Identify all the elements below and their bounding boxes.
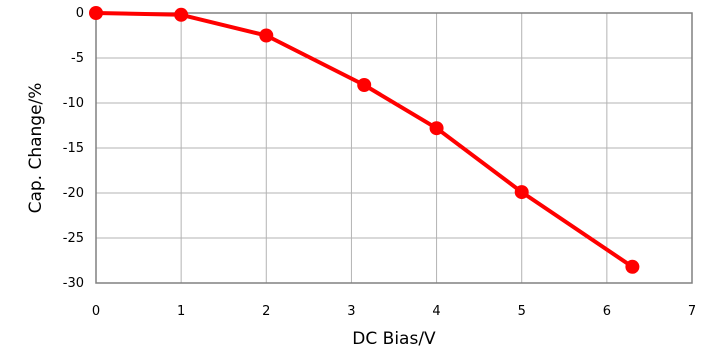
x-tick-label: 2 bbox=[262, 304, 270, 319]
x-tick-label: 0 bbox=[92, 304, 100, 319]
data-point bbox=[429, 121, 444, 136]
plot-area-frame bbox=[95, 12, 693, 284]
y-tick-label: -5 bbox=[71, 51, 84, 66]
x-tick-label: 4 bbox=[432, 304, 440, 319]
y-axis-ticks: 0 -5 -10 -15 -20 -25 -30 bbox=[63, 6, 84, 291]
y-tick-label: -20 bbox=[63, 186, 84, 201]
y-tick-label: 0 bbox=[76, 6, 84, 21]
y-tick-label: -10 bbox=[63, 96, 84, 111]
x-axis-ticks: 0 1 2 3 4 5 6 7 bbox=[92, 304, 696, 319]
data-point bbox=[357, 78, 372, 92]
y-tick-label: -30 bbox=[63, 276, 84, 291]
x-tick-label: 7 bbox=[688, 304, 696, 319]
x-tick-label: 6 bbox=[603, 304, 611, 319]
y-tick-label: -25 bbox=[63, 231, 84, 246]
x-tick-label: 3 bbox=[347, 304, 355, 319]
data-point bbox=[514, 185, 529, 200]
x-axis-title: DC Bias/V bbox=[352, 329, 436, 349]
grid-lines bbox=[96, 12, 692, 284]
series-line bbox=[94, 11, 635, 269]
data-point bbox=[625, 259, 640, 274]
series-layer bbox=[89, 6, 640, 274]
data-point bbox=[89, 6, 103, 20]
x-tick-label: 5 bbox=[518, 304, 526, 319]
y-axis-title: Cap. Change/% bbox=[26, 83, 46, 214]
x-tick-label: 1 bbox=[177, 304, 185, 319]
y-tick-label: -15 bbox=[63, 141, 84, 156]
data-point bbox=[174, 7, 189, 22]
data-point bbox=[259, 28, 274, 43]
